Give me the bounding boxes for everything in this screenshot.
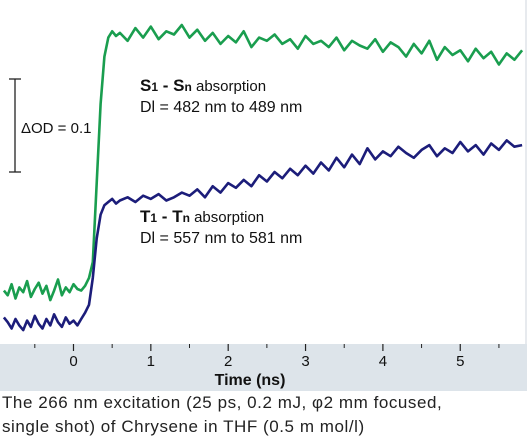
s1-title-part: S bbox=[140, 76, 151, 95]
t1-title-part: T bbox=[140, 207, 151, 226]
t1-title-part2: T bbox=[172, 207, 183, 226]
scale-bar-label-bg bbox=[19, 118, 99, 138]
x-tick-label: 2 bbox=[224, 353, 232, 370]
t1-annotation-range: Dl = 557 nm to 581 nm bbox=[140, 230, 302, 247]
s1-annotation-range: Dl = 482 nm to 489 nm bbox=[140, 99, 302, 116]
s1-title-subn: n bbox=[184, 80, 191, 94]
scale-bar: ΔOD = 0.1 bbox=[9, 78, 99, 173]
series-layer bbox=[2, 23, 524, 332]
s1-title-word: absorption bbox=[192, 78, 266, 95]
s1-title-dash: - bbox=[158, 76, 173, 95]
caption-line-2: single shot) of Chrysene in THF (0.5 m m… bbox=[2, 417, 365, 436]
t1-tn-series-line bbox=[2, 139, 523, 332]
x-axis-title: Time (ns) bbox=[215, 372, 286, 389]
axis-strip bbox=[0, 344, 527, 391]
t1-title-word: absorption bbox=[190, 209, 264, 226]
caption-line-1: The 266 nm excitation (25 ps, 0.2 mJ, φ2… bbox=[2, 393, 443, 412]
x-tick-label: 3 bbox=[301, 353, 309, 370]
t1-title-subn: n bbox=[183, 211, 190, 225]
x-tick-label: 4 bbox=[379, 353, 387, 370]
plot-area bbox=[0, 0, 526, 344]
figure-caption: The 266 nm excitation (25 ps, 0.2 mJ, φ2… bbox=[2, 391, 527, 439]
x-axis: 0 1 2 3 4 5 bbox=[34, 344, 500, 370]
t1-title-dash: - bbox=[157, 207, 172, 226]
x-tick-label: 5 bbox=[456, 353, 464, 370]
t1-annotation-title: T1 - Tn absorption bbox=[140, 207, 264, 226]
s1-title-part2: S bbox=[173, 76, 184, 95]
scale-bar-label: ΔOD = 0.1 bbox=[21, 120, 91, 137]
x-tick-label: 0 bbox=[69, 353, 77, 370]
s1-annotation-title: S1 - Sn absorption bbox=[140, 76, 266, 95]
s1-title-sub: 1 bbox=[151, 80, 158, 94]
t1-title-sub: 1 bbox=[150, 211, 157, 225]
x-tick-label: 1 bbox=[147, 353, 155, 370]
chart: ΔOD = 0.1 S1 - Sn absorption Dl = 482 nm… bbox=[0, 0, 527, 391]
s1-sn-series-line bbox=[2, 23, 524, 302]
